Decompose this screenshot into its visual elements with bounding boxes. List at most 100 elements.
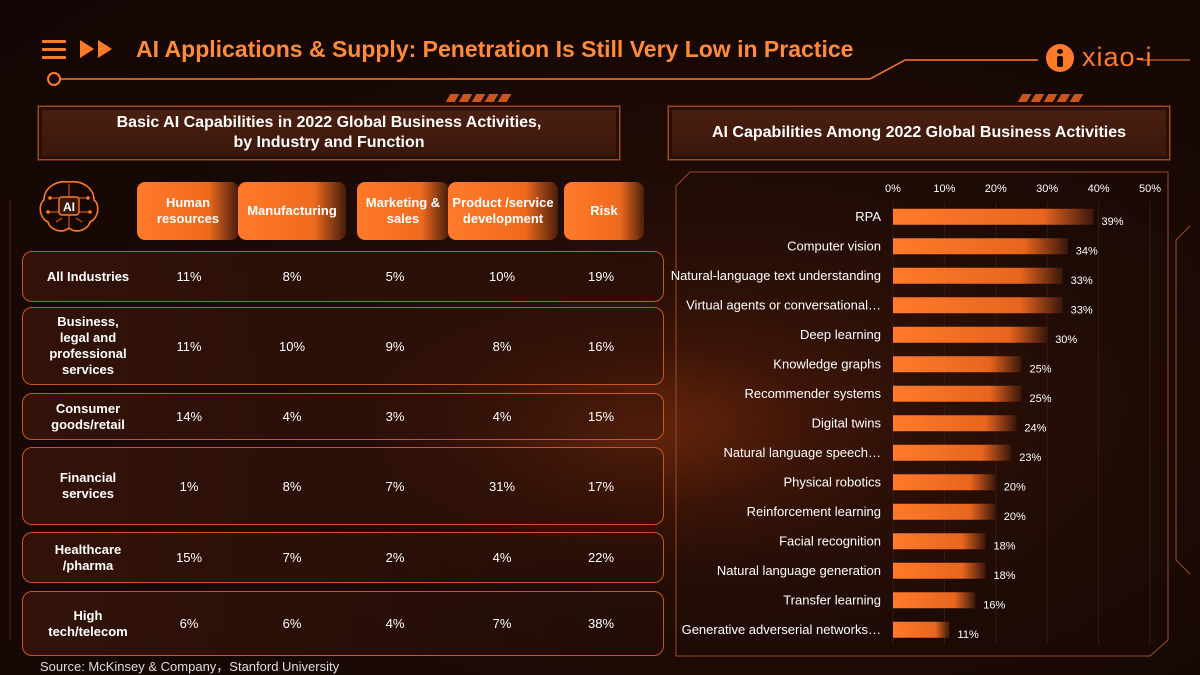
row-label: Healthcare /pharma <box>54 541 122 573</box>
x-tick-label: 30% <box>1036 183 1058 195</box>
col-header-human-resources: Human resources <box>137 182 239 240</box>
left-panel-title: Basic AI Capabilities in 2022 Global Bus… <box>38 106 620 160</box>
bar <box>893 267 1063 284</box>
value-label: 25% <box>1030 393 1052 405</box>
x-tick-label: 20% <box>985 183 1007 195</box>
source-note: Source: McKinsey & Company，Stanford Univ… <box>40 659 340 674</box>
cell-marketing-sales: 5% <box>385 269 405 284</box>
decor-stripes-left <box>445 94 512 102</box>
value-label: 16% <box>983 599 1005 611</box>
category-label: Virtual agents or conversational… <box>686 297 881 312</box>
cell-manufacturing: 10% <box>278 338 306 354</box>
col-header-product-development: Product /service development <box>448 182 558 240</box>
cell-manufacturing: 8% <box>282 478 302 494</box>
cell-product-development: 8% <box>492 338 512 354</box>
category-label: Digital twins <box>812 415 882 430</box>
right-panel-title: AI Capabilities Among 2022 Global Busine… <box>668 106 1170 160</box>
cell-risk: 38% <box>587 616 615 631</box>
col-header-marketing-sales: Marketing & sales <box>357 182 449 240</box>
cell-manufacturing: 6% <box>282 616 302 631</box>
category-label: Natural language speech… <box>723 445 881 460</box>
cell-risk: 22% <box>587 550 615 565</box>
menu-icon[interactable] <box>42 40 66 60</box>
bar <box>893 562 986 579</box>
row-label: Business, legal and professional service… <box>49 314 127 377</box>
x-tick-label: 40% <box>1088 183 1110 195</box>
bar <box>893 474 996 491</box>
category-label: Physical robotics <box>783 474 881 489</box>
ai-brain-icon: AI <box>39 180 99 232</box>
bar <box>893 297 1063 314</box>
category-label: Recommender systems <box>744 386 881 401</box>
cell-risk: 17% <box>587 478 615 494</box>
category-label: Facial recognition <box>779 533 881 548</box>
decor-stripes-right <box>1017 94 1084 102</box>
cell-risk: 19% <box>587 269 615 284</box>
cell-product-development: 10% <box>488 269 516 284</box>
col-header-risk: Risk <box>564 182 644 240</box>
cell-product-development: 7% <box>492 616 512 631</box>
value-label: 11% <box>958 629 979 641</box>
cell-marketing-sales: 2% <box>385 550 405 565</box>
row-label: Consumer goods/retail <box>51 400 125 432</box>
value-label: 33% <box>1071 275 1093 287</box>
category-label: Knowledge graphs <box>773 356 881 371</box>
bar <box>893 592 976 609</box>
cell-human-resources: 6% <box>179 616 199 631</box>
value-label: 18% <box>994 570 1016 582</box>
bar <box>893 356 1022 373</box>
value-label: 24% <box>1024 422 1046 434</box>
cell-product-development: 31% <box>488 478 516 494</box>
cell-human-resources: 11% <box>176 338 202 354</box>
bar <box>893 621 950 638</box>
category-label: Natural language generation <box>717 563 881 578</box>
table-row: Healthcare /pharma 15% 7% 2% 4% 22% <box>22 532 664 583</box>
cell-manufacturing: 4% <box>282 409 302 424</box>
category-label: RPA <box>855 209 881 224</box>
cell-human-resources: 14% <box>175 409 203 424</box>
value-label: 20% <box>1004 511 1026 523</box>
bar <box>893 415 1017 432</box>
x-tick-label: 0% <box>885 183 901 195</box>
value-label: 25% <box>1030 363 1052 375</box>
x-tick-label: 50% <box>1139 183 1161 195</box>
category-label: Reinforcement learning <box>747 504 881 519</box>
table-row: Consumer goods/retail 14% 4% 3% 4% 15% <box>22 393 664 440</box>
cell-product-development: 4% <box>492 550 512 565</box>
bar <box>893 326 1048 343</box>
table-row: Business, legal and professional service… <box>22 307 664 385</box>
cell-human-resources: 1% <box>179 478 199 494</box>
value-label: 39% <box>1101 216 1123 228</box>
bar <box>893 385 1022 402</box>
value-label: 20% <box>1004 481 1026 493</box>
table-row: Financial services 1% 8% 7% 31% 17% <box>22 447 664 525</box>
left-title-line1: Basic AI Capabilities in 2022 Global Bus… <box>116 114 542 131</box>
category-label: Natural-language text understanding <box>671 268 881 283</box>
row-label: High tech/telecom <box>48 607 128 639</box>
brand-logo: xiao-i <box>1046 42 1153 73</box>
capabilities-bar-chart: 0% 10% 20% 30% 40% 50% RPA 39% Computer vision 34… <box>671 183 1161 645</box>
bar <box>893 208 1094 225</box>
cell-human-resources: 11% <box>176 269 202 284</box>
cell-marketing-sales: 7% <box>385 478 405 494</box>
category-label: Generative adverserial networks… <box>682 622 881 637</box>
table-row: All Industries 11% 8% 5% 10% 19% <box>22 251 664 302</box>
cell-manufacturing: 8% <box>282 269 302 284</box>
category-label: Computer vision <box>787 238 881 253</box>
value-label: 33% <box>1071 304 1093 316</box>
fast-forward-icon <box>80 40 112 58</box>
value-label: 34% <box>1076 245 1098 257</box>
brand-name: xiao-i <box>1082 42 1153 72</box>
bar <box>893 533 986 550</box>
table-row: High tech/telecom 6% 6% 4% 7% 38% <box>22 591 664 656</box>
xiao-i-logo-icon <box>1046 43 1074 72</box>
cell-risk: 15% <box>587 409 615 424</box>
cell-marketing-sales: 9% <box>385 338 405 354</box>
page-title: AI Applications & Supply: Penetration Is… <box>136 36 854 62</box>
cell-risk: 16% <box>587 338 615 354</box>
x-tick-label: 10% <box>933 183 955 195</box>
left-title-line2: by Industry and Function <box>233 134 425 151</box>
cell-marketing-sales: 4% <box>385 616 405 631</box>
row-label: All Industries <box>46 268 130 284</box>
row-label: Financial services <box>59 470 117 501</box>
